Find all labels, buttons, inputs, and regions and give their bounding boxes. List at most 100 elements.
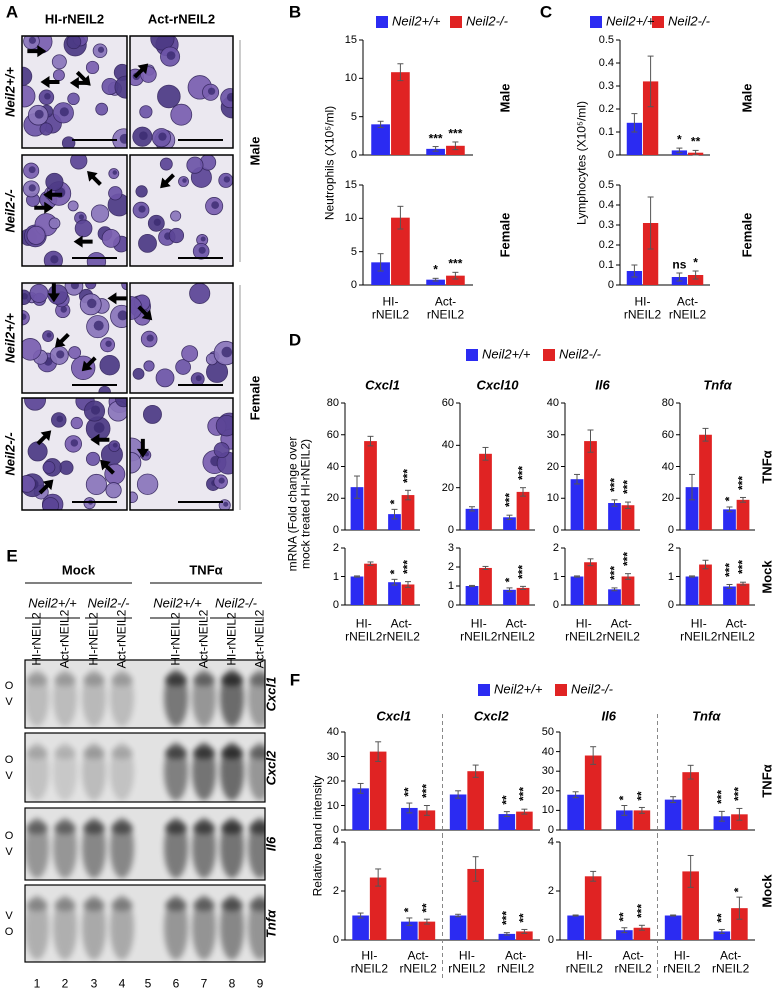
cell xyxy=(114,75,127,99)
arrow xyxy=(87,171,102,186)
error-bar xyxy=(375,868,382,887)
category-label: HI- rNEIL2 xyxy=(565,948,604,976)
bar xyxy=(479,453,492,530)
bar xyxy=(616,930,633,940)
bar xyxy=(498,814,516,830)
y-tick-label: 4 xyxy=(547,835,554,848)
bar xyxy=(682,772,699,830)
cell xyxy=(138,233,157,253)
arrow xyxy=(27,45,47,58)
lane-label: HI-rNEIL2 xyxy=(86,612,101,666)
legend-label: Neil2-/- xyxy=(466,13,508,29)
error-bar xyxy=(670,796,677,804)
y-tick-label: 10 xyxy=(326,799,339,812)
y-axis-label: mRNA (Fold change over mock treated HI-r… xyxy=(285,436,313,572)
bar xyxy=(388,582,401,605)
error-bar xyxy=(736,896,743,920)
y-tick-label: 4 xyxy=(332,835,339,848)
cell xyxy=(135,185,148,198)
panel-letter: F xyxy=(289,670,301,690)
gel-band xyxy=(249,822,265,834)
bar xyxy=(699,564,712,605)
gel-smear xyxy=(164,895,188,960)
y-tick-label: 80 xyxy=(326,396,339,409)
significance: * xyxy=(731,887,746,892)
nucleus xyxy=(34,109,44,119)
significance: ** xyxy=(499,795,514,806)
nucleus xyxy=(211,201,220,209)
bar xyxy=(699,434,712,530)
plot-title: Il6 xyxy=(601,708,616,724)
legend-label: Neil2+/+ xyxy=(494,681,543,697)
nucleus xyxy=(28,36,37,44)
side-label: Mock xyxy=(759,559,775,594)
error-bar xyxy=(692,270,699,280)
gel-band xyxy=(83,747,105,759)
significance: * xyxy=(386,569,401,575)
nucleus xyxy=(226,92,233,102)
significance: *** xyxy=(448,256,463,271)
error-bar xyxy=(638,924,645,931)
y-tick-label: 40 xyxy=(546,396,559,409)
error-bar xyxy=(482,565,489,570)
y-tick-label: 0.5 xyxy=(598,178,614,191)
cell xyxy=(157,84,181,109)
bar xyxy=(516,491,530,530)
significance: *** xyxy=(515,564,530,579)
significance: ns xyxy=(672,257,687,272)
bar xyxy=(736,583,750,605)
lane-label: Act-rNEIL2 xyxy=(196,609,211,669)
gel-band xyxy=(165,674,187,686)
error-bar xyxy=(357,912,364,919)
error-bar xyxy=(689,473,695,501)
panel-letter: C xyxy=(539,2,553,22)
y-tick-label: 5 xyxy=(350,245,357,258)
y-tick-label: 0.2 xyxy=(598,102,614,115)
cell xyxy=(39,122,53,136)
gel-marker: O xyxy=(4,829,14,842)
category-label: Act- rNEIL2 xyxy=(382,616,420,644)
cell xyxy=(132,367,145,380)
error-bar xyxy=(647,55,654,108)
cell xyxy=(74,219,93,238)
significance: ** xyxy=(616,911,631,922)
arrow xyxy=(90,433,110,446)
significance: *** xyxy=(606,478,621,493)
gel-smear xyxy=(82,895,106,960)
bar xyxy=(418,921,436,940)
row-label: Neil2-/- xyxy=(2,188,18,233)
y-axis-label: Neutrophils (X10⁵/ml) xyxy=(322,105,337,220)
significance: *** xyxy=(400,468,415,483)
error-bar xyxy=(574,575,580,578)
gel-band xyxy=(111,674,133,686)
significance: * xyxy=(616,795,631,801)
nucleus xyxy=(46,332,52,338)
bar xyxy=(446,145,465,155)
plot-title: Cxcl2 xyxy=(473,708,509,724)
nucleus xyxy=(223,501,229,507)
gel-band xyxy=(165,747,187,759)
gel-gene-label: Il6 xyxy=(263,836,279,852)
error-bar xyxy=(718,928,725,934)
error-bar xyxy=(503,932,510,936)
error-bar xyxy=(452,271,459,280)
lane-label: HI-rNEIL2 xyxy=(224,612,239,666)
gel-band xyxy=(83,674,105,686)
error-bar xyxy=(455,790,462,799)
bar xyxy=(401,921,418,940)
gel-band xyxy=(83,899,105,911)
y-tick-label: 0.4 xyxy=(598,56,614,69)
significance: *** xyxy=(735,560,750,575)
gel-band xyxy=(249,899,265,911)
cell xyxy=(105,482,122,499)
micrograph-border xyxy=(129,397,234,511)
y-tick-label: 0 xyxy=(332,598,339,611)
y-tick-label: 0 xyxy=(547,933,554,946)
error-bar xyxy=(702,559,709,570)
gel-band xyxy=(193,822,215,834)
side-label: Female xyxy=(497,212,513,258)
panel-letter: E xyxy=(6,546,18,566)
gel-gene-label: Tnfα xyxy=(263,909,279,938)
error-bar xyxy=(718,810,725,822)
significance: *** xyxy=(419,783,434,798)
